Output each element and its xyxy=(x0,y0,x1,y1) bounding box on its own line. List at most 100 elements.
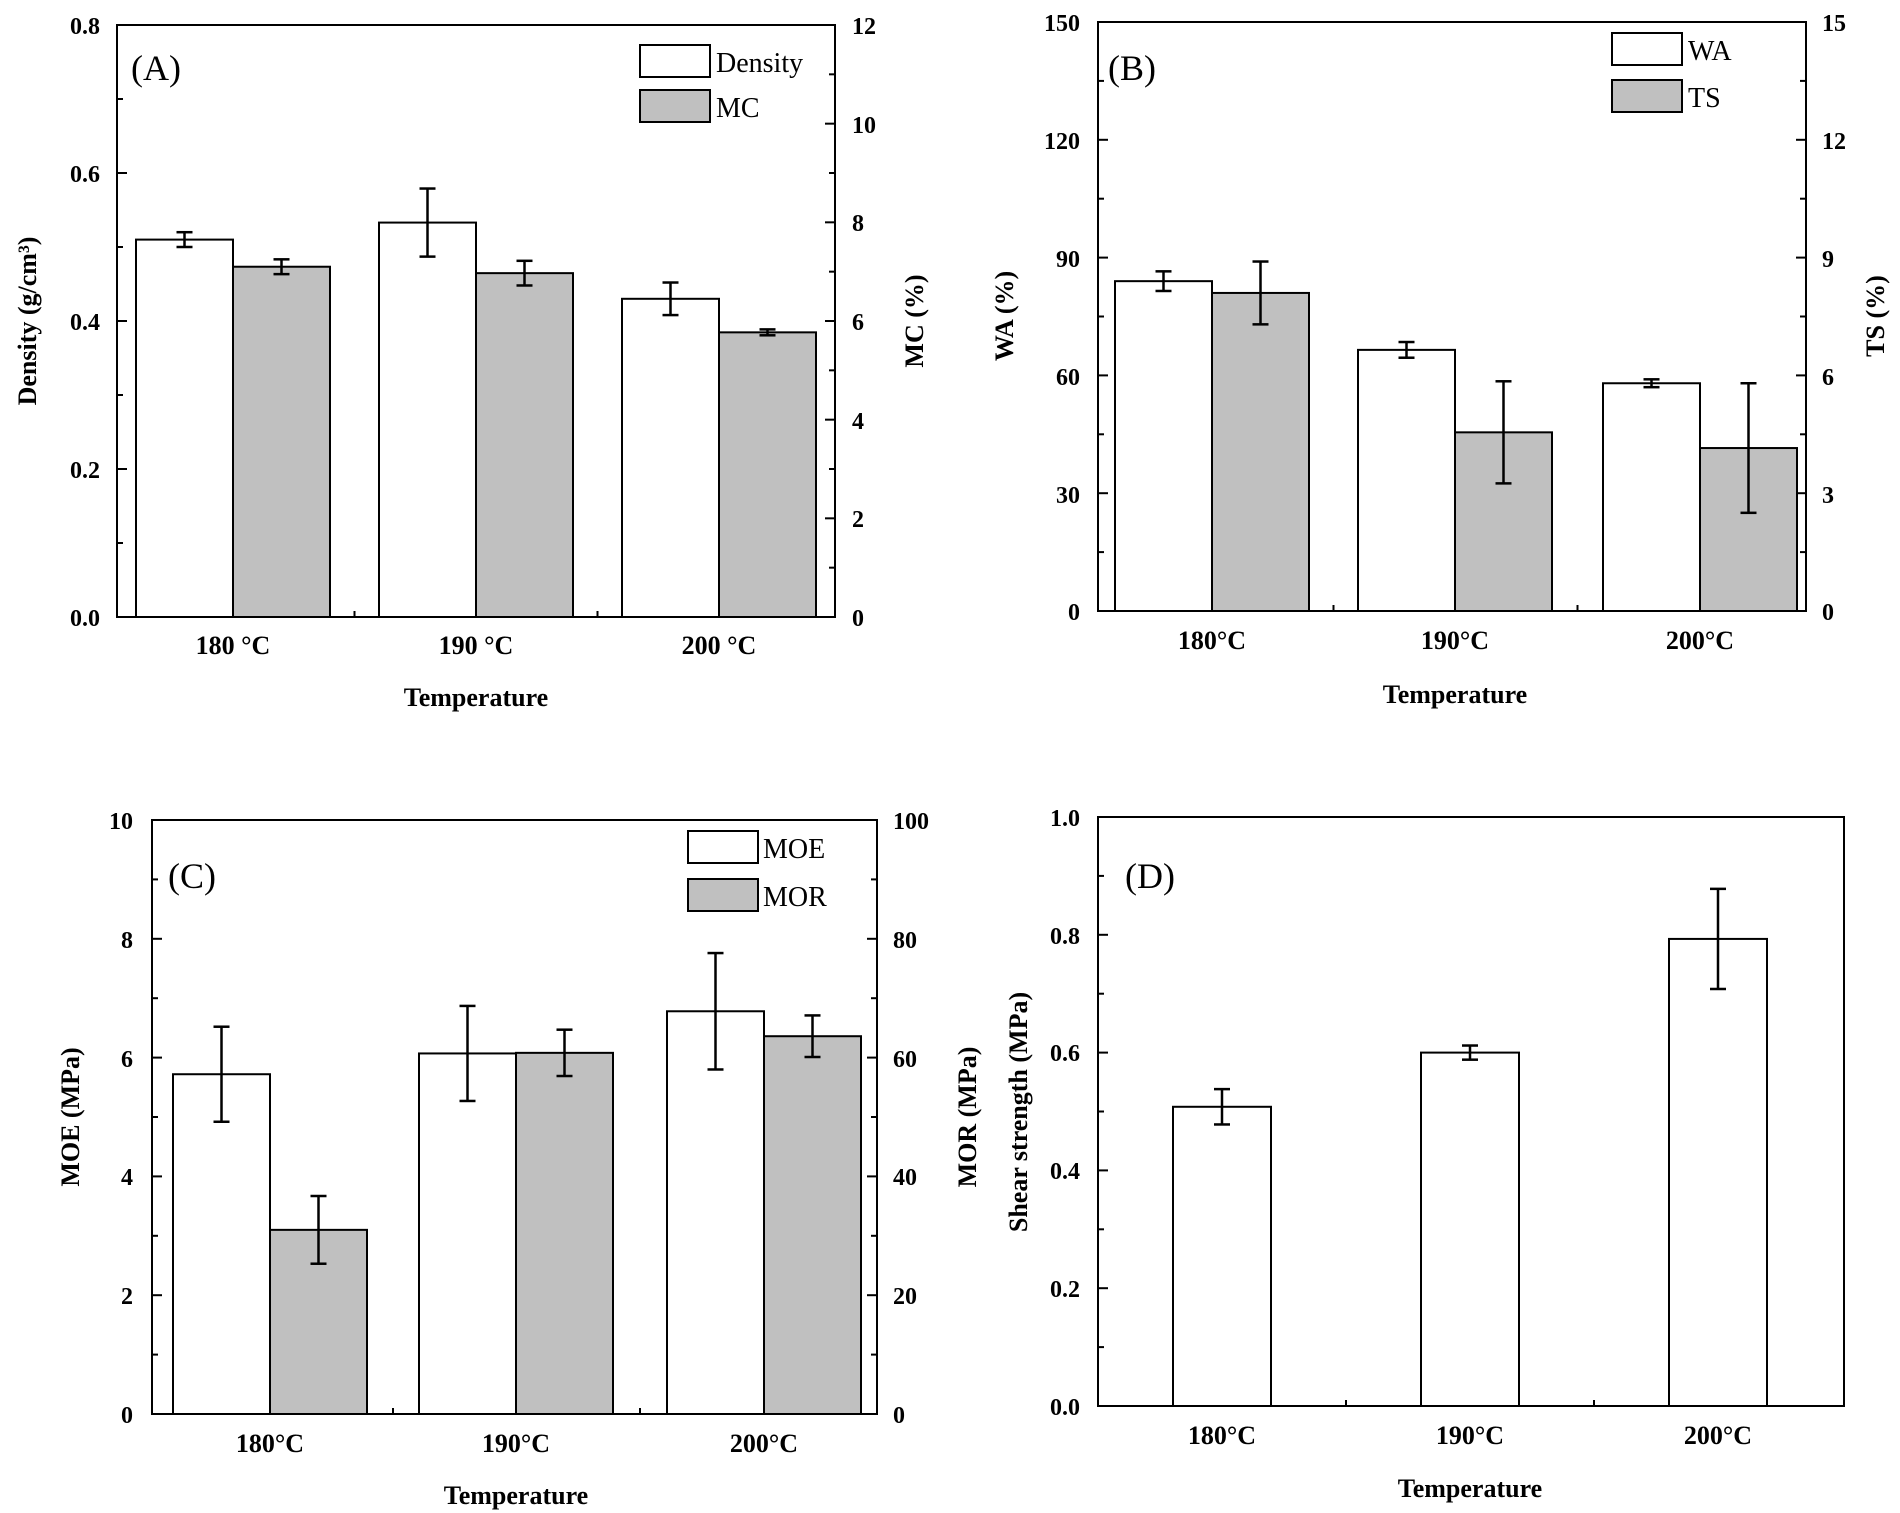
x-category-label: 200°C xyxy=(730,1429,798,1458)
y-axis-title-left: Density (g/cm³) xyxy=(13,237,42,406)
x-category-label: 180°C xyxy=(236,1429,304,1458)
y-tick-left: 30 xyxy=(1056,483,1080,509)
y-tick-right: 100 xyxy=(893,809,929,835)
y-tick-left: 0.8 xyxy=(70,14,100,40)
y-tick-left: 0.0 xyxy=(1050,1395,1080,1421)
y-tick-right: 20 xyxy=(893,1284,917,1310)
bar-density xyxy=(621,297,720,618)
chart-marks xyxy=(117,21,1806,1416)
legend-label-density: Density xyxy=(716,48,803,79)
y-axis-title-right: MC (%) xyxy=(900,274,929,367)
y-tick-right: 8 xyxy=(852,211,864,237)
y-tick-left: 1.0 xyxy=(1050,806,1080,832)
x-category-label: 190 °C xyxy=(439,631,514,660)
y-tick-right: 6 xyxy=(852,310,864,336)
bar-mc xyxy=(475,272,574,618)
y-tick-left: 10 xyxy=(109,809,133,835)
y-tick-right: 10 xyxy=(852,113,876,139)
x-category-label: 180 °C xyxy=(196,631,271,660)
legend-label-moe: MOE xyxy=(763,834,825,865)
y-tick-left: 8 xyxy=(121,928,133,954)
bar-moe xyxy=(418,1052,517,1416)
x-category-label: 180°C xyxy=(1178,626,1246,655)
bar-shear-strength xyxy=(1172,1105,1272,1407)
y-tick-left: 0 xyxy=(1068,600,1080,626)
legend-swatch-mc xyxy=(639,89,711,123)
panel-d: (D) 0.0 0.2 0.4 0.6 0.8 1.0 180°C 190°C … xyxy=(1004,806,1845,1503)
y-tick-left: 2 xyxy=(121,1284,133,1310)
x-category-label: 200 °C xyxy=(682,631,757,660)
bar-density xyxy=(135,238,234,618)
legend-swatch-mor xyxy=(687,878,759,912)
y-tick-left: 0.2 xyxy=(1050,1277,1080,1303)
bar-wa xyxy=(1357,348,1456,612)
x-axis-title: Temperature xyxy=(1398,1474,1542,1503)
y-tick-right: 0 xyxy=(1822,600,1834,626)
y-axis-title-left: MOE (MPa) xyxy=(56,1047,85,1186)
y-tick-left: 0.0 xyxy=(70,606,100,632)
bar-ts xyxy=(1211,291,1310,612)
bar-shear-strength xyxy=(1668,937,1768,1407)
bar-moe xyxy=(666,1010,765,1415)
y-tick-right: 6 xyxy=(1822,365,1834,391)
y-tick-left: 120 xyxy=(1044,129,1080,155)
y-tick-right: 12 xyxy=(1822,129,1846,155)
y-tick-left: 0.4 xyxy=(1050,1159,1080,1185)
y-axis-title-left: Shear strength (MPa) xyxy=(1004,992,1033,1232)
y-axis-title-left: WA (%) xyxy=(990,271,1019,361)
legend-label-ts: TS xyxy=(1688,83,1721,114)
x-category-label: 180°C xyxy=(1188,1421,1256,1450)
bar-mor xyxy=(515,1051,614,1416)
y-tick-left: 0 xyxy=(121,1403,133,1429)
bar-ts xyxy=(1699,447,1798,612)
y-axis-title-right: MOR (MPa) xyxy=(953,1047,982,1188)
bar-mc xyxy=(232,265,331,618)
legend-label-mc: MC xyxy=(716,93,760,124)
panel-label: (D) xyxy=(1125,856,1175,896)
panel-label: (B) xyxy=(1108,48,1156,88)
legend-swatch-ts xyxy=(1611,79,1683,113)
y-tick-right: 15 xyxy=(1822,11,1846,37)
y-tick-right: 0 xyxy=(852,606,864,632)
y-tick-left: 90 xyxy=(1056,247,1080,273)
y-tick-right: 4 xyxy=(852,409,864,435)
y-tick-left: 60 xyxy=(1056,365,1080,391)
y-tick-right: 80 xyxy=(893,928,917,954)
y-tick-left: 4 xyxy=(121,1165,133,1191)
legend-swatch-moe xyxy=(687,830,759,864)
y-tick-left: 0.6 xyxy=(70,162,100,188)
bar-moe xyxy=(172,1073,271,1416)
panel-a: (A) Density MC 0.0 0.2 0.4 0.6 0.8 0 2 4… xyxy=(13,14,929,712)
legend-swatch-wa xyxy=(1611,32,1683,66)
x-axis-title: Temperature xyxy=(444,1481,588,1510)
y-tick-right: 40 xyxy=(893,1165,917,1191)
x-axis-title: Temperature xyxy=(1383,680,1527,709)
bar-wa xyxy=(1602,382,1701,612)
y-tick-right: 3 xyxy=(1822,483,1834,509)
bar-shear-strength xyxy=(1420,1051,1520,1407)
bar-mc xyxy=(718,331,817,618)
panel-label: (A) xyxy=(131,48,181,88)
y-tick-right: 9 xyxy=(1822,247,1834,273)
legend-label-mor: MOR xyxy=(763,882,827,913)
x-category-label: 200°C xyxy=(1684,1421,1752,1450)
y-tick-left: 0.6 xyxy=(1050,1041,1080,1067)
x-axis-title: Temperature xyxy=(404,683,548,712)
y-tick-left: 0.4 xyxy=(70,310,100,336)
y-tick-right: 2 xyxy=(852,507,864,533)
panel-b: (B) WA TS 0 30 60 90 120 150 0 3 6 9 12 … xyxy=(990,11,1890,709)
legend-swatch-density xyxy=(639,44,711,78)
panel-label: (C) xyxy=(168,856,216,896)
y-tick-right: 60 xyxy=(893,1047,917,1073)
y-tick-left: 150 xyxy=(1044,11,1080,37)
y-axis-title-right: TS (%) xyxy=(1861,275,1890,357)
y-tick-right: 0 xyxy=(893,1403,905,1429)
y-tick-left: 0.8 xyxy=(1050,924,1080,950)
y-tick-left: 0.2 xyxy=(70,458,100,484)
y-tick-left: 6 xyxy=(121,1047,133,1073)
x-category-label: 190°C xyxy=(1421,626,1489,655)
bar-wa xyxy=(1114,280,1213,612)
x-category-label: 200°C xyxy=(1666,626,1734,655)
bar-mor xyxy=(763,1035,862,1415)
